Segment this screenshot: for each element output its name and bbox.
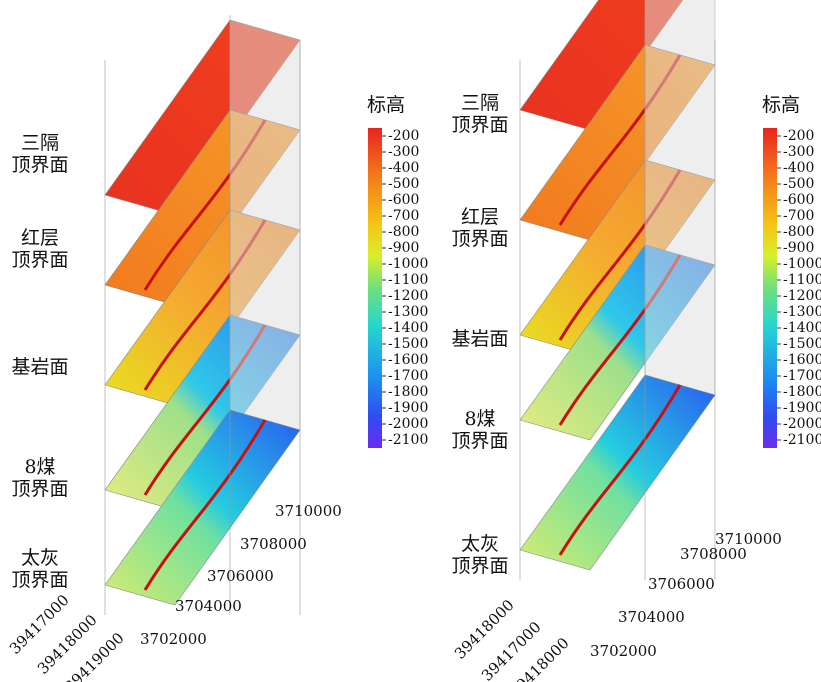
colorbar-tick-label: -1400 bbox=[783, 320, 821, 336]
colorbar-tick-label: -900 bbox=[388, 240, 419, 256]
wall bbox=[230, 110, 300, 230]
layer-label: 8煤 bbox=[24, 456, 55, 478]
colorbar-tick-label: -300 bbox=[783, 144, 814, 160]
y-tick-label: 3710000 bbox=[715, 530, 782, 548]
colorbar-tick-label: -500 bbox=[388, 176, 419, 192]
y-tick-label: 3710000 bbox=[275, 502, 342, 520]
colorbar-tick-label: -700 bbox=[783, 208, 814, 224]
colorbar-tick-label: -500 bbox=[783, 176, 814, 192]
colorbar-tick-label: -800 bbox=[783, 224, 814, 240]
layer-label: 顶界面 bbox=[451, 114, 508, 136]
colorbar-tick-label: -700 bbox=[388, 208, 419, 224]
wall bbox=[645, 245, 715, 395]
colorbar-tick-label: -1200 bbox=[783, 288, 821, 304]
layer-label: 顶界面 bbox=[11, 478, 68, 500]
colorbar-tick-label: -800 bbox=[388, 224, 419, 240]
colorbar-tick-label: -2000 bbox=[783, 416, 821, 432]
colorbar-tick-label: -900 bbox=[783, 240, 814, 256]
colorbar-tick-label: -1600 bbox=[388, 352, 428, 368]
colorbar-title: 标高 bbox=[762, 94, 800, 116]
layer-label: 三隔 bbox=[21, 132, 59, 154]
colorbar-tick-label: -2100 bbox=[388, 432, 428, 448]
y-tick-label: 3702000 bbox=[140, 630, 207, 648]
colorbar-tick-label: -1300 bbox=[388, 304, 428, 320]
figure: 三隔顶界面红层顶界面基岩面8煤顶界面太灰顶界面标高-200-300-400-50… bbox=[0, 0, 821, 682]
colorbar-tick-label: -1100 bbox=[783, 272, 821, 288]
colorbar-tick-label: -1600 bbox=[783, 352, 821, 368]
colorbar-tick-label: -1700 bbox=[783, 368, 821, 384]
layer-label: 顶界面 bbox=[11, 569, 68, 591]
layer-label: 基岩面 bbox=[11, 356, 68, 378]
colorbar-tick-label: -1000 bbox=[783, 256, 821, 272]
colorbar-tick-label: -1500 bbox=[783, 336, 821, 352]
y-tick-label: 3706000 bbox=[207, 567, 274, 585]
y-tick-label: 3706000 bbox=[648, 575, 715, 593]
colorbar-tick-label: -1100 bbox=[388, 272, 428, 288]
layer-label: 顶界面 bbox=[11, 154, 68, 176]
colorbar-tick-label: -200 bbox=[388, 128, 419, 144]
colorbar-tick-label: -1800 bbox=[783, 384, 821, 400]
y-tick-label: 3702000 bbox=[590, 642, 657, 660]
y-tick-label: 3704000 bbox=[618, 608, 685, 626]
colorbar-tick-label: -1300 bbox=[783, 304, 821, 320]
colorbar-tick-label: -1700 bbox=[388, 368, 428, 384]
colorbar-tick-label: -2000 bbox=[388, 416, 428, 432]
layer-label: 顶界面 bbox=[451, 555, 508, 577]
colorbar-tick-label: -1500 bbox=[388, 336, 428, 352]
layer-label: 顶界面 bbox=[451, 430, 508, 452]
colorbar-title: 标高 bbox=[367, 94, 405, 116]
layer-label: 红层 bbox=[21, 227, 59, 249]
layer-label: 红层 bbox=[461, 206, 499, 228]
colorbar-tick-label: -1800 bbox=[388, 384, 428, 400]
colorbar-tick-label: -400 bbox=[783, 160, 814, 176]
colorbar-tick-label: -600 bbox=[783, 192, 814, 208]
y-tick-label: 3708000 bbox=[240, 535, 307, 553]
colorbar-tick-label: -300 bbox=[388, 144, 419, 160]
colorbar-tick-label: -1000 bbox=[388, 256, 428, 272]
colorbar-tick-label: -1400 bbox=[388, 320, 428, 336]
wall bbox=[645, 45, 715, 180]
colorbar bbox=[368, 128, 382, 448]
colorbar-tick-label: -1200 bbox=[388, 288, 428, 304]
layer-label: 三隔 bbox=[461, 92, 499, 114]
colorbar-tick-label: -2100 bbox=[783, 432, 821, 448]
colorbar-tick-label: -400 bbox=[388, 160, 419, 176]
layer-label: 太灰 bbox=[21, 547, 59, 569]
layer-label: 8煤 bbox=[464, 408, 495, 430]
colorbar-tick-label: -1900 bbox=[388, 400, 428, 416]
layer-label: 太灰 bbox=[461, 533, 499, 555]
layer-label: 顶界面 bbox=[451, 228, 508, 250]
colorbar-tick-label: -200 bbox=[783, 128, 814, 144]
colorbar-tick-label: -600 bbox=[388, 192, 419, 208]
layer-label: 顶界面 bbox=[11, 249, 68, 271]
wall bbox=[230, 210, 300, 335]
layer-label: 基岩面 bbox=[451, 328, 508, 350]
colorbar bbox=[763, 128, 777, 448]
y-tick-label: 3704000 bbox=[175, 597, 242, 615]
colorbar-tick-label: -1900 bbox=[783, 400, 821, 416]
